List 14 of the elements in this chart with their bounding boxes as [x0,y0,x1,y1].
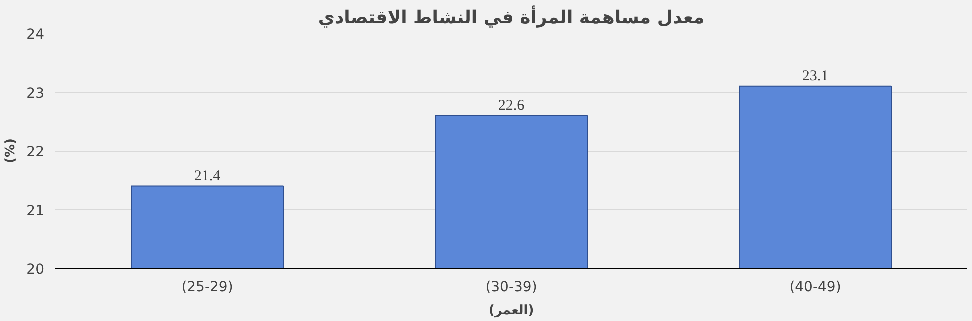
x-tick-label: (40-49) [790,280,842,296]
y-axis-title: (%) [4,138,19,164]
x-tick-label: (30-39) [486,280,538,296]
y-tick-label: 23 [26,86,45,102]
y-tick-label: 24 [26,27,45,43]
y-tick-label: 21 [26,203,45,220]
y-tick-label: 22 [26,144,45,160]
x-tick-label: (25-29) [182,280,234,296]
data-label: 21.4 [194,168,222,184]
data-label: 22.6 [498,98,526,114]
y-tick-label: 20 [26,262,45,278]
chart-title: معدل مساهمة المرأة في النشاط الاقتصادي [318,6,705,28]
data-label: 23.1 [802,68,829,84]
x-axis-title: (العمر) [488,304,534,318]
